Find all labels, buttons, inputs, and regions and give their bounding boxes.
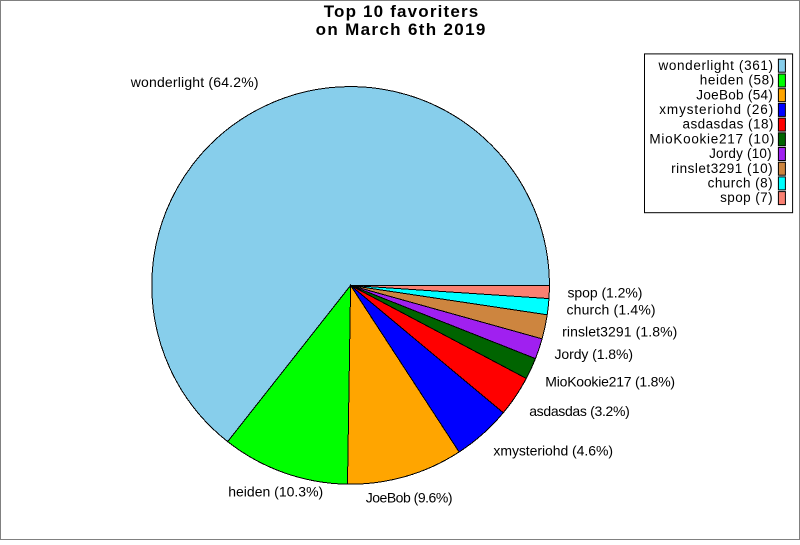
svg-text:MioKookie217 (1.8%): MioKookie217 (1.8%) — [545, 373, 675, 389]
svg-text:wonderlight (361): wonderlight (361) — [658, 58, 774, 73]
svg-text:MioKookie217 (10): MioKookie217 (10) — [649, 131, 774, 146]
svg-text:on March 6th 2019: on March 6th 2019 — [316, 20, 486, 39]
svg-text:xmysteriohd (4.6%): xmysteriohd (4.6%) — [493, 443, 613, 459]
svg-text:heiden (10.3%): heiden (10.3%) — [228, 483, 323, 499]
svg-text:xmysteriohd (26): xmysteriohd (26) — [659, 102, 773, 117]
svg-text:Jordy (10): Jordy (10) — [709, 146, 772, 161]
svg-text:church (1.4%): church (1.4%) — [567, 302, 656, 318]
svg-text:JoeBob (54): JoeBob (54) — [696, 87, 773, 102]
svg-text:church (8): church (8) — [708, 176, 773, 191]
svg-text:asdasdas (18): asdasdas (18) — [683, 117, 774, 132]
svg-text:wonderlight (64.2%): wonderlight (64.2%) — [130, 74, 259, 90]
svg-text:spop (1.2%): spop (1.2%) — [568, 285, 643, 301]
svg-text:asdasdas (3.2%): asdasdas (3.2%) — [529, 403, 630, 419]
svg-text:rinslet3291 (10): rinslet3291 (10) — [671, 161, 773, 176]
svg-text:heiden (58): heiden (58) — [700, 73, 775, 88]
svg-text:rinslet3291 (1.8%): rinslet3291 (1.8%) — [562, 324, 677, 340]
svg-text:Top 10 favoriters: Top 10 favoriters — [324, 2, 479, 21]
svg-text:Jordy (1.8%): Jordy (1.8%) — [555, 346, 634, 362]
svg-text:JoeBob (9.6%): JoeBob (9.6%) — [366, 490, 453, 506]
svg-text:spop (7): spop (7) — [720, 190, 773, 205]
